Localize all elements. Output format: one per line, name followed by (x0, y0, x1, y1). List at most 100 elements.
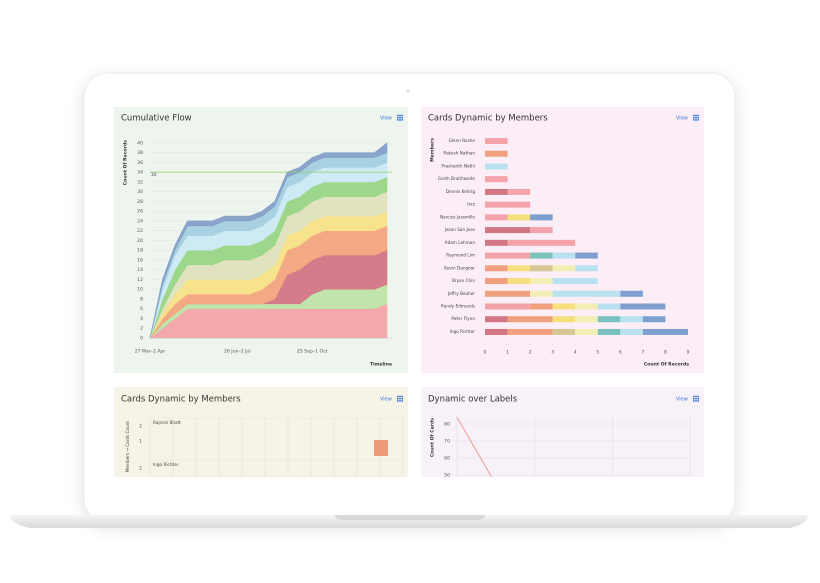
bar-segment (485, 176, 508, 183)
y-tick-label: 20 (137, 238, 143, 244)
bar-segment (575, 328, 598, 335)
grid-icon (401, 397, 403, 400)
member-label: Dennis Kehrig (446, 189, 475, 194)
grid-icon (695, 119, 697, 121)
member-label: Garth Braithwaite (438, 176, 476, 181)
lower-panels: Cards Dynamic by Members View Rajnish Bhat… (114, 387, 704, 477)
view-link[interactable]: View (676, 397, 688, 403)
y-axis-label: Count Of Cards (430, 418, 436, 457)
camera (406, 89, 410, 93)
bar-segment (530, 265, 553, 272)
bar-segment (485, 328, 508, 335)
grid-icon (399, 114, 401, 117)
y-tick-label: 28 (137, 199, 143, 205)
panel (421, 387, 704, 477)
bar-segment (552, 328, 576, 335)
y-tick-label: 34 (137, 170, 143, 176)
bar-segment (507, 316, 553, 323)
x-tick-label: 26 Jun–2 Jul (224, 349, 251, 355)
y-tick-label: 32 (137, 179, 143, 185)
bar-segment (620, 290, 643, 297)
y-tick-label: 30 (137, 189, 143, 195)
y-tick-label: 26 (137, 209, 143, 215)
y-axis-label: Members → Cards Count (125, 421, 130, 473)
grid-icon (401, 119, 403, 121)
y-tick-label: 1 (139, 439, 142, 445)
x-tick-label: 3 (551, 350, 554, 356)
bar-segment (620, 328, 643, 335)
bar-segment (485, 290, 531, 297)
grid-icon (397, 116, 399, 119)
member-label: Glenn Rushe (449, 138, 476, 143)
grid-icon (401, 114, 403, 117)
bar-segment (485, 303, 531, 310)
view-link[interactable]: View (380, 397, 392, 403)
bar-segment (575, 316, 598, 323)
bar-segment (530, 214, 553, 221)
bar-segment (485, 278, 508, 285)
grid-icon (693, 119, 695, 121)
x-tick-label: 4 (574, 350, 577, 356)
x-tick-label: 6 (619, 350, 622, 356)
view-link[interactable]: View (380, 116, 392, 122)
x-tick-label: 9 (687, 350, 690, 356)
grid-icon (695, 397, 697, 400)
panel-title: Cards Dynamic by Members (428, 114, 548, 124)
member-label: Adam Lehman (445, 240, 476, 245)
laptop-notch (335, 515, 485, 520)
grid-icon (693, 114, 695, 117)
panel-content: Cards Dynamic by Members View Rajnish Bhat… (121, 395, 404, 477)
bar-segment (485, 150, 508, 157)
grid-icon (697, 395, 699, 398)
grid-icon (399, 116, 401, 119)
grid-icon (697, 397, 699, 400)
member-label: Kevin Dangoor (444, 265, 475, 270)
y-axis-label: Members (430, 138, 436, 162)
x-tick-label: 0 (484, 350, 487, 356)
bar-segment (485, 201, 531, 208)
y-tick-label: 60 (444, 456, 450, 462)
bar-segment (485, 239, 508, 246)
panel-title: Dynamic over Labels (428, 395, 518, 405)
bar-segment (485, 265, 508, 272)
bar-segment (485, 227, 531, 234)
bar-segment (575, 303, 598, 310)
member-label: Rakesh Nathan (443, 151, 475, 156)
grid-icon (697, 400, 699, 402)
panel-title: Cards Dynamic by Members (121, 395, 241, 405)
bar-segment (597, 303, 621, 310)
x-axis-label: Timeline (370, 362, 392, 368)
bar-segment (485, 188, 508, 195)
bar-segment (552, 278, 598, 285)
grid-icon (399, 119, 401, 121)
member-label: Jason San Jose (444, 227, 476, 232)
y-tick-label: 2 (140, 326, 143, 332)
grid-icon (695, 400, 697, 402)
bar-segment (485, 316, 508, 323)
grid-icon (397, 114, 399, 117)
member-label: Rajnish Bhatt (153, 420, 181, 425)
bar-segment (530, 290, 553, 297)
x-tick-label: 5 (596, 350, 599, 356)
bar-segment (642, 328, 688, 335)
grid-icon (401, 116, 403, 119)
bar-segment (552, 290, 621, 297)
grid-icon (401, 395, 403, 398)
panel-content: Dynamic over Labels View 50 60 70 80 Count Of … (428, 395, 699, 477)
grid-icon (693, 397, 695, 400)
grid-icon (693, 395, 695, 398)
y-tick-label: 8 (140, 296, 143, 302)
y-tick-label: 38 (137, 150, 143, 156)
bar-segment (552, 252, 576, 259)
bar-segment (507, 278, 531, 285)
member-label: Peter Flynn (451, 316, 475, 321)
bar-segment (530, 303, 553, 310)
x-tick-label: 2 (529, 350, 532, 356)
view-link[interactable]: View (676, 116, 688, 122)
bar-segment (507, 239, 576, 246)
bar-segment (507, 265, 531, 272)
grid-icon (695, 395, 697, 398)
bar-segment (575, 252, 598, 259)
y-tick-label: 22 (137, 228, 143, 234)
